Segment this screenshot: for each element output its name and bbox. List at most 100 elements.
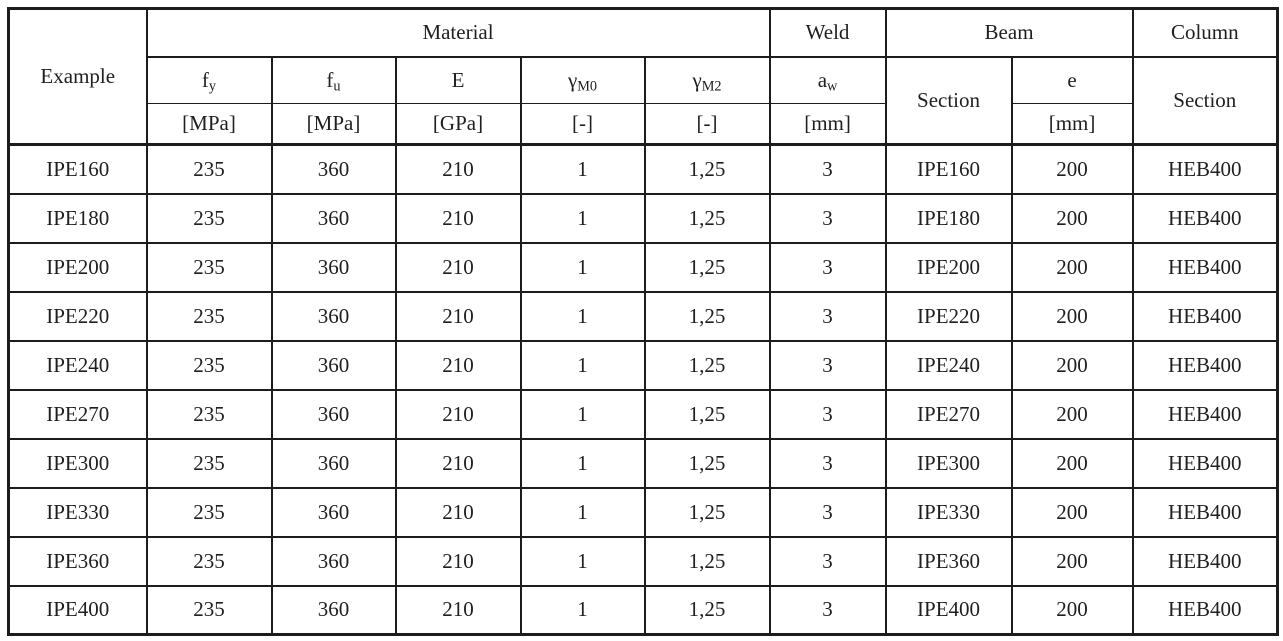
- cell-column-section: HEB400: [1131, 241, 1279, 293]
- table-row: IPE360 235 360 210 1 1,25 3 IPE360 200 H…: [7, 535, 1279, 587]
- cell-gamma-M0: 1: [519, 584, 646, 636]
- cell-column-section: HEB400: [1131, 437, 1279, 489]
- cell-example: IPE180: [7, 192, 148, 244]
- table-row: IPE200 235 360 210 1 1,25 3 IPE200 200 H…: [7, 241, 1279, 293]
- cell-fy: 235: [145, 486, 273, 538]
- cell-gamma-M2: 1,25: [643, 143, 771, 195]
- cell-gamma-M2: 1,25: [643, 192, 771, 244]
- table-header: Example Material Weld Beam Column fy fu …: [7, 7, 1279, 146]
- cell-E: 210: [394, 339, 522, 391]
- cell-fu: 360: [270, 192, 397, 244]
- cell-beam-section: IPE180: [884, 192, 1013, 244]
- cell-fy: 235: [145, 192, 273, 244]
- cell-fy: 235: [145, 437, 273, 489]
- group-header-weld: Weld: [768, 7, 887, 58]
- table-row: IPE270 235 360 210 1 1,25 3 IPE270 200 H…: [7, 388, 1279, 440]
- cell-gamma-M2: 1,25: [643, 290, 771, 342]
- cell-fu: 360: [270, 143, 397, 195]
- cell-E: 210: [394, 486, 522, 538]
- table-row: IPE400 235 360 210 1 1,25 3 IPE400 200 H…: [7, 584, 1279, 636]
- cell-beam-section: IPE270: [884, 388, 1013, 440]
- cell-gamma-M2: 1,25: [643, 535, 771, 587]
- column-header-fy: fy: [145, 55, 273, 104]
- unit-gamma-M2: [-]: [643, 103, 771, 146]
- cell-column-section: HEB400: [1131, 535, 1279, 587]
- header-symbol-row: fy fu E γM0 γM2 aw Section e Section: [9, 55, 1279, 146]
- cell-beam-section: IPE200: [884, 241, 1013, 293]
- column-header-gamma-M2: γM2: [643, 55, 771, 104]
- cell-gamma-M2: 1,25: [643, 584, 771, 636]
- cell-fu: 360: [270, 437, 397, 489]
- cell-E: 210: [394, 437, 522, 489]
- cell-aw: 3: [768, 584, 887, 636]
- header-unit-row: [MPa] [MPa] [GPa] [-] [-] [mm] [mm]: [9, 103, 1278, 146]
- table-row: IPE160 235 360 210 1 1,25 3 IPE160 200 H…: [7, 143, 1279, 195]
- cell-e: 200: [1010, 486, 1134, 538]
- cell-beam-section: IPE240: [884, 339, 1013, 391]
- column-header-column-section: Section: [1131, 55, 1279, 146]
- cell-column-section: HEB400: [1131, 486, 1279, 538]
- cell-gamma-M2: 1,25: [643, 437, 771, 489]
- column-header-beam-section: Section: [884, 55, 1013, 146]
- cell-gamma-M0: 1: [519, 192, 646, 244]
- cell-fu: 360: [270, 535, 397, 587]
- cell-example: IPE270: [7, 388, 148, 440]
- cell-aw: 3: [768, 143, 887, 195]
- cell-fu: 360: [270, 486, 397, 538]
- cell-e: 200: [1010, 241, 1134, 293]
- cell-gamma-M2: 1,25: [643, 339, 771, 391]
- cell-example: IPE330: [7, 486, 148, 538]
- cell-fu: 360: [270, 241, 397, 293]
- cell-E: 210: [394, 290, 522, 342]
- cell-aw: 3: [768, 535, 887, 587]
- cell-column-section: HEB400: [1131, 192, 1279, 244]
- cell-gamma-M2: 1,25: [643, 486, 771, 538]
- column-header-E: E: [394, 55, 522, 104]
- cell-column-section: HEB400: [1131, 339, 1279, 391]
- cell-fy: 235: [145, 584, 273, 636]
- cell-gamma-M0: 1: [519, 388, 646, 440]
- cell-beam-section: IPE400: [884, 584, 1013, 636]
- cell-aw: 3: [768, 241, 887, 293]
- column-header-gamma-M0: γM0: [519, 55, 646, 104]
- unit-E: [GPa]: [394, 103, 522, 146]
- cell-e: 200: [1010, 192, 1134, 244]
- unit-e: [mm]: [1010, 103, 1134, 146]
- cell-e: 200: [1010, 339, 1134, 391]
- cell-aw: 3: [768, 339, 887, 391]
- cell-aw: 3: [768, 486, 887, 538]
- cell-fy: 235: [145, 339, 273, 391]
- cell-E: 210: [394, 584, 522, 636]
- cell-column-section: HEB400: [1131, 584, 1279, 636]
- cell-fy: 235: [145, 241, 273, 293]
- cell-fu: 360: [270, 339, 397, 391]
- table-row: IPE220 235 360 210 1 1,25 3 IPE220 200 H…: [7, 290, 1279, 342]
- cell-e: 200: [1010, 290, 1134, 342]
- cell-column-section: HEB400: [1131, 143, 1279, 195]
- unit-fy: [MPa]: [145, 103, 273, 146]
- unit-aw: [mm]: [768, 103, 887, 146]
- cell-gamma-M0: 1: [519, 437, 646, 489]
- group-header-material: Material: [145, 7, 771, 58]
- table-row: IPE330 235 360 210 1 1,25 3 IPE330 200 H…: [7, 486, 1279, 538]
- cell-gamma-M0: 1: [519, 143, 646, 195]
- cell-example: IPE160: [7, 143, 148, 195]
- cell-fu: 360: [270, 584, 397, 636]
- cell-beam-section: IPE160: [884, 143, 1013, 195]
- column-header-fu: fu: [270, 55, 397, 104]
- cell-e: 200: [1010, 437, 1134, 489]
- cell-aw: 3: [768, 192, 887, 244]
- cell-E: 210: [394, 192, 522, 244]
- table-row: IPE180 235 360 210 1 1,25 3 IPE180 200 H…: [7, 192, 1279, 244]
- cell-gamma-M0: 1: [519, 290, 646, 342]
- cell-e: 200: [1010, 388, 1134, 440]
- cell-E: 210: [394, 241, 522, 293]
- cell-column-section: HEB400: [1131, 388, 1279, 440]
- cell-fu: 360: [270, 388, 397, 440]
- cell-gamma-M0: 1: [519, 339, 646, 391]
- cell-aw: 3: [768, 437, 887, 489]
- table-row: IPE300 235 360 210 1 1,25 3 IPE300 200 H…: [7, 437, 1279, 489]
- cell-example: IPE240: [7, 339, 148, 391]
- cell-gamma-M2: 1,25: [643, 241, 771, 293]
